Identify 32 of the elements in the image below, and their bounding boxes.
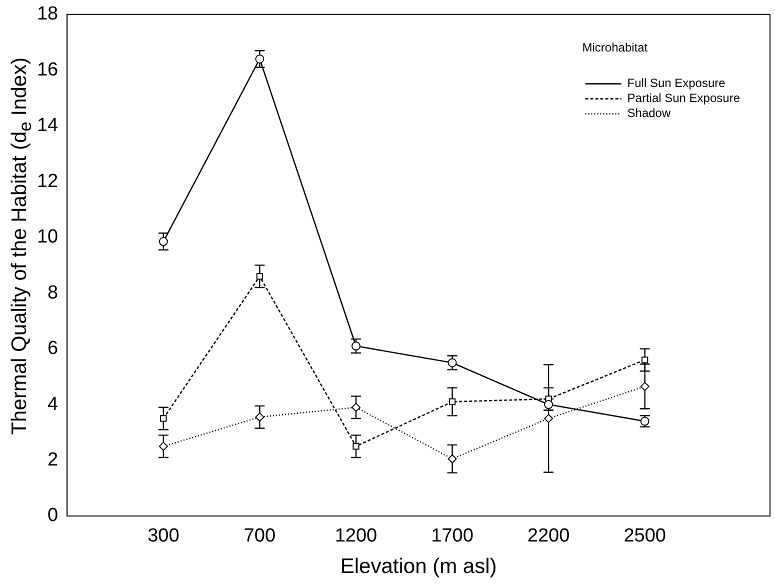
y-tick-label: 8	[48, 282, 58, 304]
legend-label: Partial Sun Exposure	[627, 91, 740, 106]
point	[158, 442, 168, 451]
x-tick-label: 1700	[431, 526, 474, 547]
point	[256, 273, 264, 280]
y-tick-label: 14	[36, 115, 59, 136]
y-tick-label: 16	[36, 59, 58, 80]
y-tick-label: 2	[48, 450, 58, 470]
x-tick-label: 2500	[624, 526, 666, 547]
point	[448, 454, 457, 464]
x-tick-label: 700	[244, 526, 276, 547]
x-tick-label: 300	[148, 526, 180, 547]
point	[352, 443, 360, 450]
point	[642, 356, 648, 364]
point	[640, 382, 650, 391]
y-tick-label: 10	[36, 226, 58, 248]
x-tick-label: 1200	[334, 526, 378, 547]
y-tick-label: 12	[36, 170, 58, 192]
y-tick-label: 4	[48, 394, 59, 415]
point	[160, 415, 167, 422]
legend-label: Full Sun Exposure	[627, 76, 726, 90]
point	[544, 414, 554, 423]
point	[351, 402, 360, 412]
y-tick-label: 6	[48, 338, 58, 360]
legend-title: Microhabitat	[582, 40, 648, 55]
x-tick-label: 2200	[527, 526, 570, 547]
y-tick-label: 0	[48, 505, 58, 526]
legend-label: Shadow	[627, 106, 671, 120]
point	[448, 398, 456, 406]
y-tick-label: 18	[36, 4, 58, 25]
x-axis-title: Elevation (m asl)	[340, 555, 497, 578]
point	[255, 412, 264, 422]
